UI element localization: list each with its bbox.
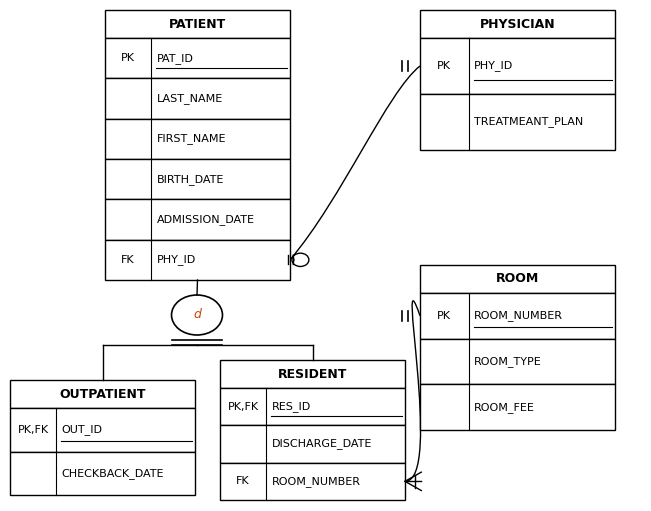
Text: PAT_ID: PAT_ID: [156, 53, 193, 64]
Text: TREATMEANT_PLAN: TREATMEANT_PLAN: [474, 117, 583, 127]
Text: PK: PK: [437, 61, 451, 71]
Bar: [10, 380, 195, 408]
Bar: [105, 199, 290, 240]
Text: d: d: [193, 309, 201, 321]
Text: CHECKBACK_DATE: CHECKBACK_DATE: [61, 468, 164, 479]
Bar: [220, 462, 405, 500]
Text: FIRST_NAME: FIRST_NAME: [156, 133, 226, 144]
Bar: [10, 452, 195, 495]
Bar: [105, 38, 290, 78]
Bar: [105, 78, 290, 119]
Bar: [105, 240, 290, 280]
Bar: [105, 159, 290, 199]
Bar: [105, 119, 290, 159]
Text: RESIDENT: RESIDENT: [278, 367, 347, 381]
Text: RES_ID: RES_ID: [271, 401, 311, 412]
Text: PK,FK: PK,FK: [18, 425, 49, 435]
Bar: [420, 384, 615, 430]
Bar: [220, 360, 405, 388]
Text: PK: PK: [437, 311, 451, 321]
Text: PK: PK: [121, 53, 135, 63]
Text: ROOM_FEE: ROOM_FEE: [474, 402, 535, 412]
Text: PHY_ID: PHY_ID: [474, 60, 513, 72]
Text: OUT_ID: OUT_ID: [61, 424, 102, 435]
Bar: [420, 94, 615, 150]
Text: FK: FK: [236, 476, 250, 486]
Text: PHY_ID: PHY_ID: [156, 254, 196, 265]
Text: ROOM_TYPE: ROOM_TYPE: [474, 356, 542, 367]
Text: FK: FK: [121, 255, 135, 265]
Text: ROOM_NUMBER: ROOM_NUMBER: [474, 310, 563, 321]
Bar: [420, 339, 615, 384]
Bar: [105, 10, 290, 38]
Text: PATIENT: PATIENT: [169, 17, 226, 31]
Bar: [420, 10, 615, 38]
Bar: [220, 388, 405, 425]
Text: PHYSICIAN: PHYSICIAN: [480, 17, 555, 31]
Text: ROOM: ROOM: [496, 272, 539, 286]
Bar: [420, 293, 615, 339]
Text: OUTPATIENT: OUTPATIENT: [59, 387, 146, 401]
Text: DISCHARGE_DATE: DISCHARGE_DATE: [271, 438, 372, 450]
Text: ROOM_NUMBER: ROOM_NUMBER: [271, 476, 361, 487]
Text: LAST_NAME: LAST_NAME: [156, 93, 223, 104]
Bar: [420, 38, 615, 94]
Bar: [420, 265, 615, 293]
Bar: [10, 408, 195, 452]
Text: BIRTH_DATE: BIRTH_DATE: [156, 174, 224, 184]
Bar: [220, 425, 405, 462]
Text: ADMISSION_DATE: ADMISSION_DATE: [156, 214, 255, 225]
Text: PK,FK: PK,FK: [228, 402, 258, 412]
